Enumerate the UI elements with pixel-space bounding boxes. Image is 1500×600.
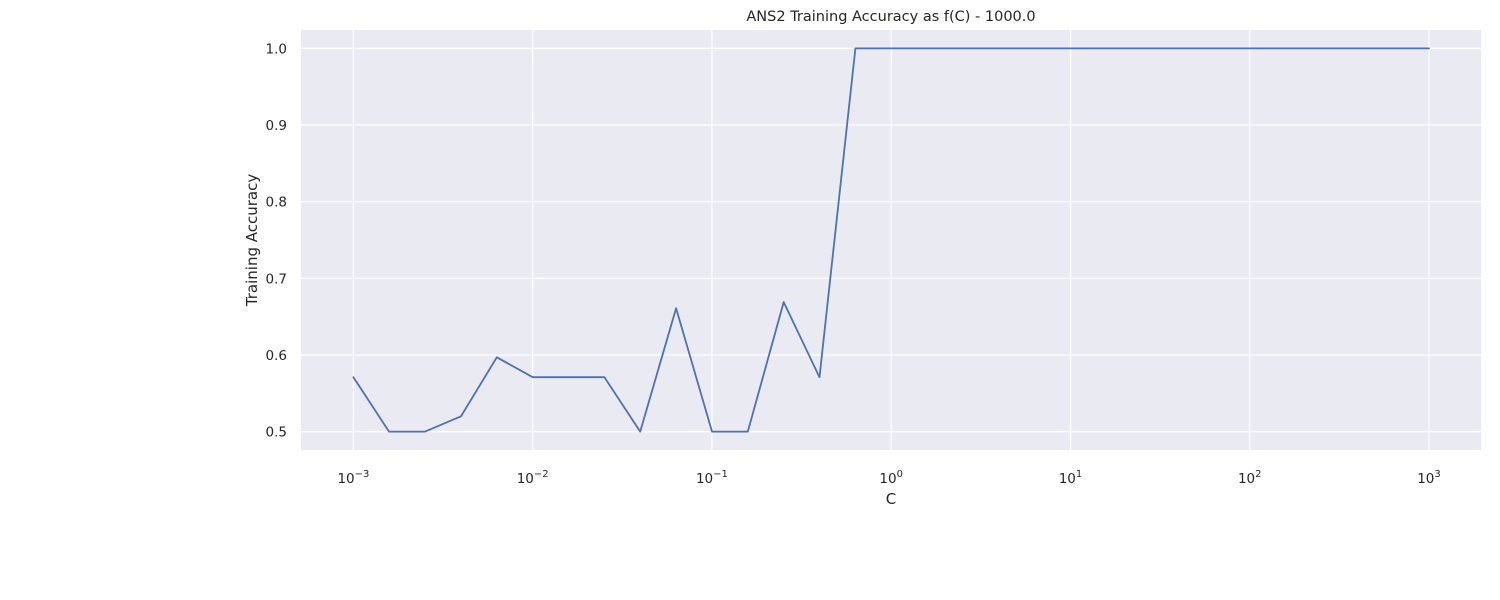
- x-tick-label: 100: [879, 469, 903, 487]
- y-tick-label: 0.7: [266, 271, 287, 287]
- series-line: [352, 47, 1430, 433]
- x-tick-label: 10−3: [337, 469, 369, 487]
- y-tick-label: 0.8: [266, 195, 287, 211]
- series-lines: [352, 47, 1430, 433]
- x-tick-label: 10−2: [517, 469, 549, 487]
- x-axis-label: C: [886, 490, 896, 508]
- y-axis-ticks: 0.5 0.6 0.7 0.8 0.9 1.0: [266, 41, 287, 440]
- grid: [301, 30, 1481, 450]
- y-tick-label: 0.6: [266, 348, 287, 364]
- x-tick-label: 103: [1417, 469, 1441, 487]
- x-axis-ticks: 10−3 10−2 10−1 100 101 102 103: [337, 469, 1440, 487]
- y-axis-label: Training Accuracy: [243, 174, 261, 308]
- x-tick-label: 102: [1238, 469, 1262, 487]
- x-tick-label: 10−1: [696, 469, 728, 487]
- y-tick-label: 1.0: [266, 41, 287, 57]
- y-tick-label: 0.5: [266, 425, 287, 441]
- x-tick-label: 101: [1059, 469, 1083, 487]
- chart-title: ANS2 Training Accuracy as f(C) - 1000.0: [746, 9, 1035, 25]
- y-tick-label: 0.9: [266, 118, 287, 134]
